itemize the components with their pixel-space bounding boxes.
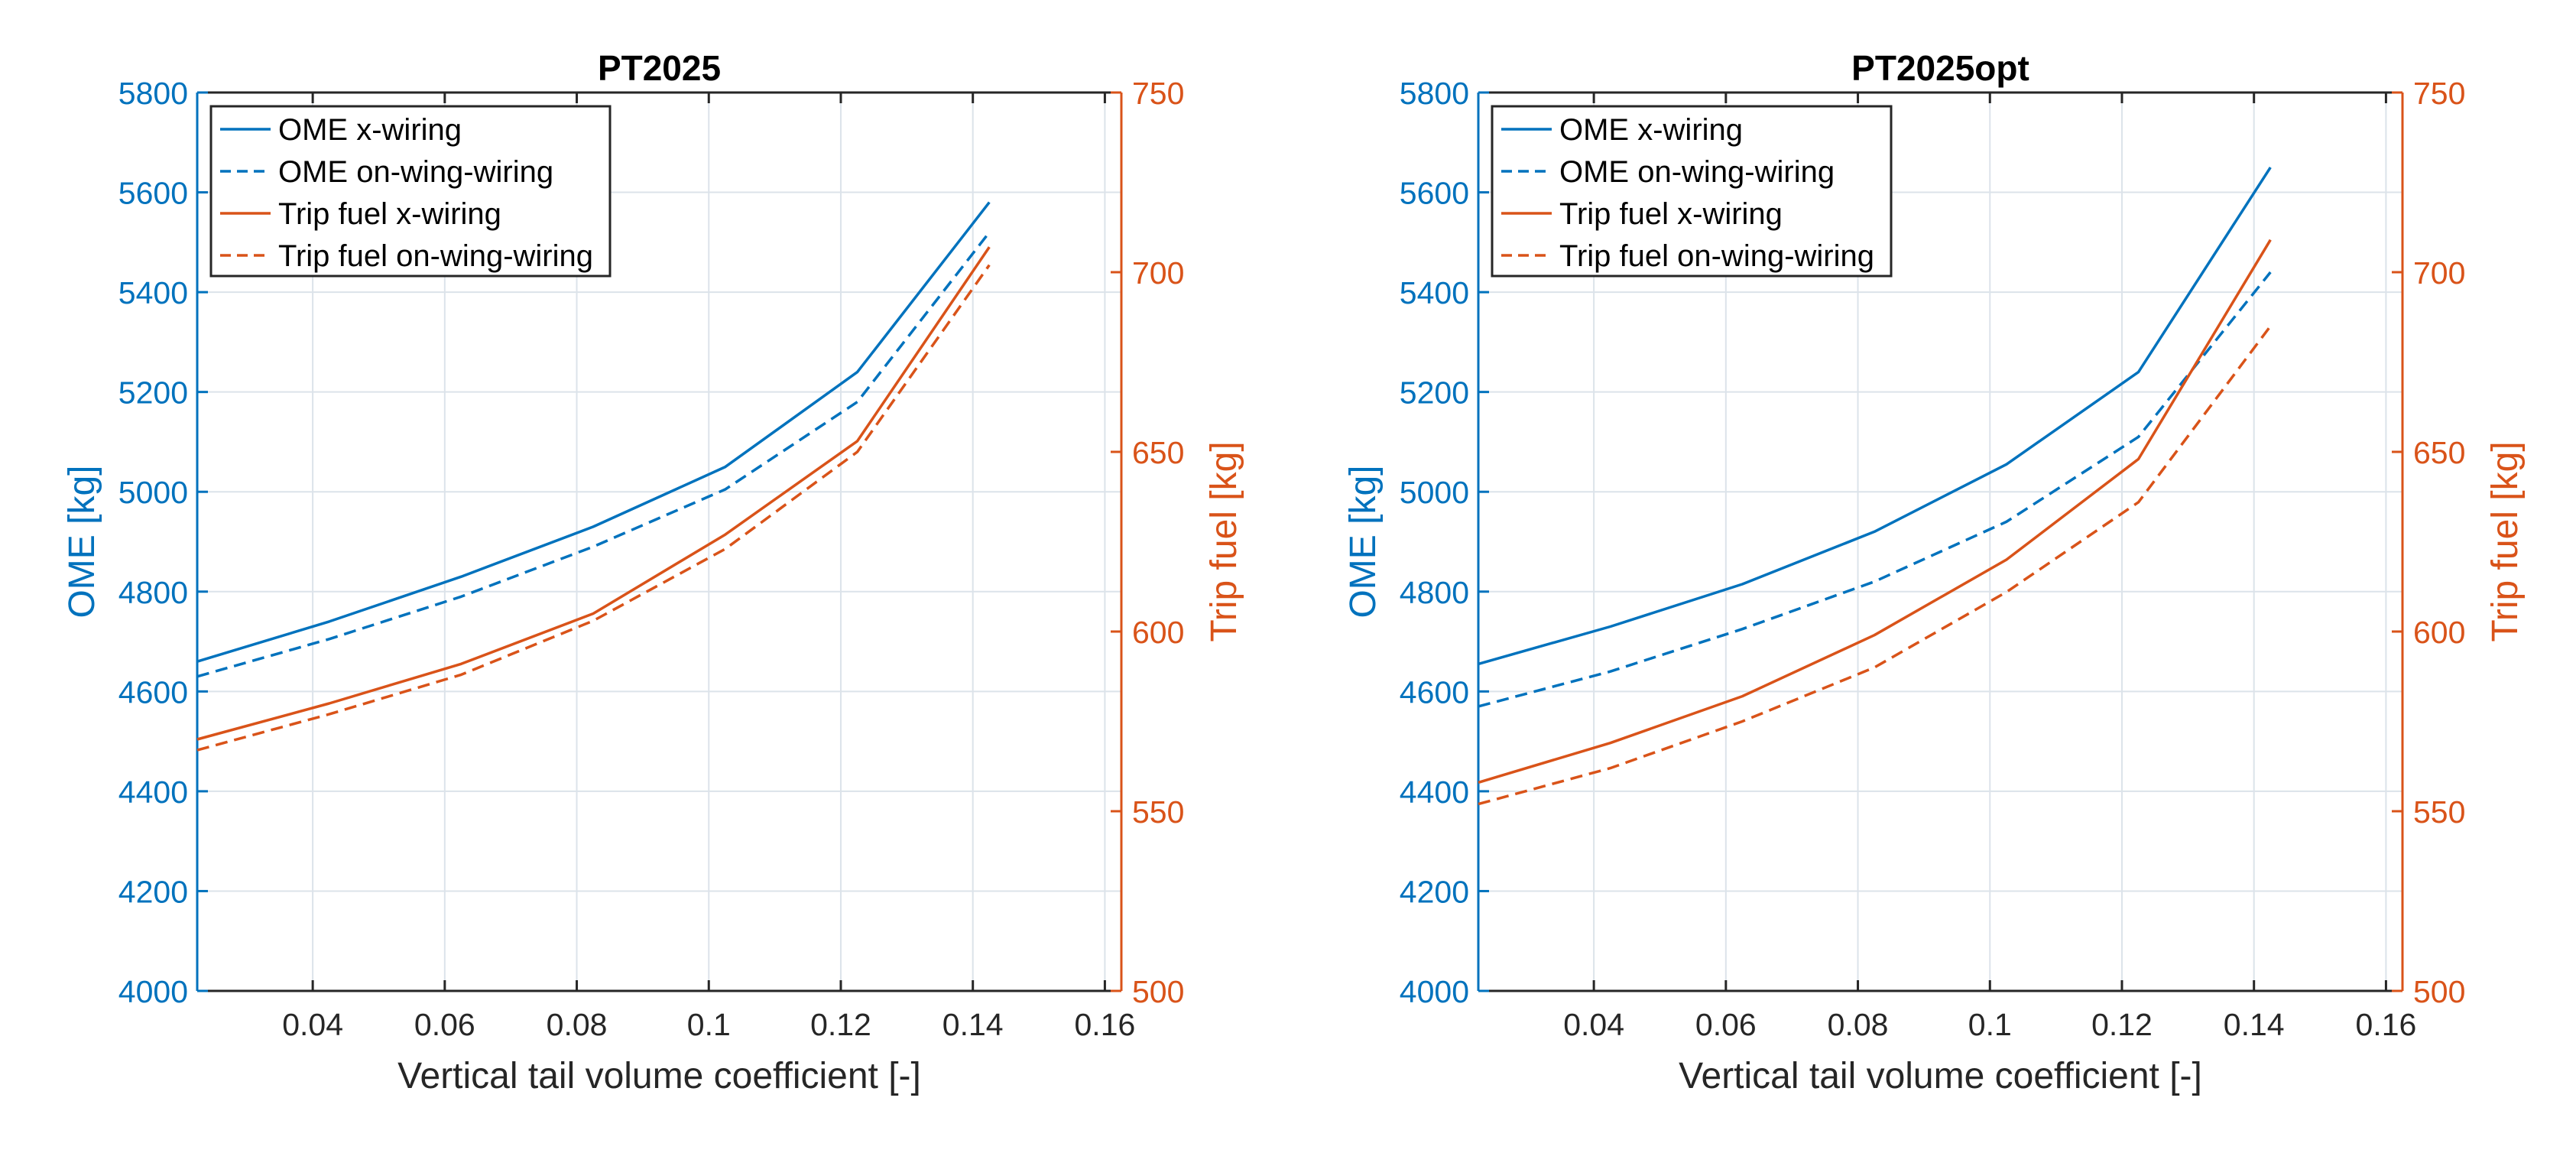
x-tick-label: 0.12 [2091, 1007, 2153, 1042]
legend-label: Trip fuel x-wiring [1559, 197, 1783, 231]
right-y-tick-label: 600 [1132, 615, 1184, 650]
right-y-tick-label: 600 [2413, 615, 2465, 650]
x-tick-label: 0.08 [1828, 1007, 1889, 1042]
right-y-tick-label: 750 [1132, 76, 1184, 111]
legend-label: Trip fuel on-wing-wiring [278, 239, 593, 273]
left-y-tick-label: 4800 [118, 575, 188, 610]
left-y-tick-label: 4400 [118, 775, 188, 810]
right-y-tick-label: 750 [2413, 76, 2465, 111]
right-y-tick-label: 700 [1132, 255, 1184, 291]
legend: OME x-wiring OME on-wing-wiring Trip fuel … [1491, 105, 1893, 278]
legend-label: OME on-wing-wiring [1559, 155, 1835, 189]
x-tick-label: 0.04 [282, 1007, 343, 1042]
left-y-tick-label: 5800 [118, 76, 188, 111]
left-y-tick-label: 4000 [118, 974, 188, 1009]
series-line-trip-fuel-x-wiring [196, 246, 991, 741]
left-y-tick-label: 4600 [118, 674, 188, 710]
left-y-axis-label: OME [kg] [62, 465, 102, 618]
left-y-tick-label: 5600 [1400, 176, 1469, 211]
left-y-tick-label: 5000 [1400, 475, 1469, 510]
right-y-tick-label: 700 [2413, 255, 2465, 291]
left-y-axis-label: OME [kg] [1343, 465, 1384, 618]
series-line-trip-fuel-on-wing-wiring [1478, 325, 2272, 806]
series-line-ome-x-wiring [1478, 166, 2272, 666]
right-y-axis-label: Trip fuel [kg] [2485, 441, 2526, 641]
x-tick-label: 0.16 [1075, 1007, 1136, 1042]
left-y-tick-label: 5400 [1400, 275, 1469, 310]
right-y-tick-label: 550 [1132, 794, 1184, 830]
x-tick-label: 0.06 [414, 1007, 475, 1042]
series-line-trip-fuel-on-wing-wiring [196, 264, 991, 752]
x-tick-label: 0.14 [942, 1007, 1004, 1042]
x-tick-label: 0.12 [810, 1007, 871, 1042]
series-lines [196, 201, 991, 752]
x-tick-label: 0.04 [1563, 1007, 1624, 1042]
left-y-tick-label: 4000 [1400, 974, 1469, 1009]
legend: OME x-wiring OME on-wing-wiring Trip fuel … [209, 105, 612, 278]
chart-title: PT2025opt [1851, 48, 2029, 88]
left-y-tick-label: 5600 [118, 176, 188, 211]
x-tick-label: 0.1 [1968, 1007, 2012, 1042]
legend-label: OME x-wiring [278, 113, 462, 147]
left-y-tick-label: 4200 [118, 874, 188, 909]
right-y-axis-label: Trip fuel [kg] [1204, 441, 1244, 641]
series-line-ome-x-wiring [196, 201, 991, 663]
x-tick-label: 0.08 [547, 1007, 608, 1042]
legend-label: OME on-wing-wiring [278, 155, 553, 189]
left-y-tick-label: 4800 [1400, 575, 1469, 610]
right-y-tick-label: 650 [1132, 435, 1184, 470]
left-y-tick-label: 5000 [118, 475, 188, 510]
legend-box [1491, 105, 1893, 278]
series-line-trip-fuel-x-wiring [1478, 239, 2272, 784]
x-axis-label: Vertical tail volume coefficient [-] [397, 1056, 921, 1096]
left-y-tick-label: 5400 [118, 275, 188, 310]
chart-panel-2: 0.04 0.06 0.08 0.1 0.12 0.14 0.16 4000 4200 4400 4… [1343, 48, 2526, 1096]
legend-label: Trip fuel x-wiring [278, 197, 501, 231]
x-axis-label: Vertical tail volume coefficient [-] [1679, 1056, 2202, 1096]
right-y-tick-label: 650 [2413, 435, 2465, 470]
series-line-ome-on-wing-wiring [196, 231, 991, 678]
left-y-tick-label: 4400 [1400, 775, 1469, 810]
right-y-tick-label: 550 [2413, 794, 2465, 830]
x-tick-label: 0.1 [687, 1007, 731, 1042]
x-tick-label: 0.06 [1695, 1007, 1757, 1042]
legend-label: OME x-wiring [1559, 113, 1743, 147]
left-y-tick-label: 5200 [118, 375, 188, 411]
x-tick-label: 0.14 [2224, 1007, 2285, 1042]
series-lines [1478, 166, 2272, 806]
legend-box [209, 105, 612, 278]
left-y-tick-label: 5200 [1400, 375, 1469, 411]
x-tick-label: 0.16 [2356, 1007, 2417, 1042]
left-y-tick-label: 5800 [1400, 76, 1469, 111]
right-y-tick-label: 500 [1132, 974, 1184, 1009]
chart-panel-1: 0.04 0.06 0.08 0.1 0.12 0.14 0.16 4000 4200 4400 4… [62, 48, 1244, 1096]
left-y-tick-label: 4600 [1400, 674, 1469, 710]
right-y-tick-label: 500 [2413, 974, 2465, 1009]
left-y-tick-label: 4200 [1400, 874, 1469, 909]
series-line-ome-on-wing-wiring [1478, 271, 2272, 708]
chart-title: PT2025 [598, 48, 721, 88]
legend-label: Trip fuel on-wing-wiring [1559, 239, 1874, 273]
